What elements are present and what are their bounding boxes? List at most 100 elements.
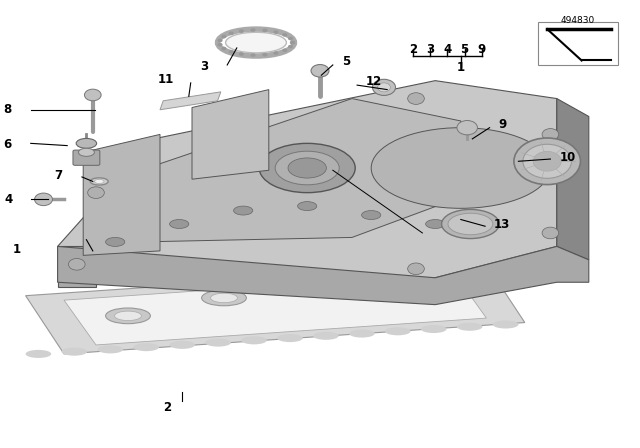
Ellipse shape xyxy=(202,290,246,306)
Circle shape xyxy=(290,41,295,44)
Ellipse shape xyxy=(97,345,123,353)
Circle shape xyxy=(514,138,580,185)
Ellipse shape xyxy=(234,206,253,215)
Ellipse shape xyxy=(277,334,303,342)
Text: 3: 3 xyxy=(200,60,208,73)
Text: 6: 6 xyxy=(3,138,12,151)
Text: 7: 7 xyxy=(54,169,63,182)
Circle shape xyxy=(533,151,561,171)
Ellipse shape xyxy=(106,308,150,323)
Polygon shape xyxy=(557,99,589,260)
Polygon shape xyxy=(141,99,461,242)
Ellipse shape xyxy=(421,325,447,333)
Ellipse shape xyxy=(448,213,493,235)
Text: 9: 9 xyxy=(478,43,486,56)
Circle shape xyxy=(523,144,572,178)
Ellipse shape xyxy=(298,202,317,211)
Circle shape xyxy=(542,129,559,140)
Circle shape xyxy=(239,29,244,33)
Ellipse shape xyxy=(211,293,237,303)
Ellipse shape xyxy=(205,339,231,347)
Text: 5: 5 xyxy=(342,55,351,69)
Text: 10: 10 xyxy=(560,151,576,164)
Circle shape xyxy=(290,41,295,44)
Circle shape xyxy=(221,35,227,39)
Polygon shape xyxy=(192,90,269,179)
Circle shape xyxy=(35,193,52,206)
Ellipse shape xyxy=(457,323,483,331)
Ellipse shape xyxy=(362,211,381,220)
Circle shape xyxy=(221,47,227,50)
Polygon shape xyxy=(26,264,525,354)
Text: 494830: 494830 xyxy=(561,16,595,25)
Text: 5: 5 xyxy=(461,43,468,56)
Ellipse shape xyxy=(288,158,326,178)
Text: 13: 13 xyxy=(494,217,510,231)
Ellipse shape xyxy=(26,350,51,358)
Text: 12: 12 xyxy=(366,75,382,88)
Polygon shape xyxy=(58,246,96,287)
Circle shape xyxy=(282,48,287,52)
Ellipse shape xyxy=(115,311,141,321)
Ellipse shape xyxy=(371,128,550,208)
Circle shape xyxy=(288,37,293,40)
Text: 9: 9 xyxy=(498,118,506,131)
Ellipse shape xyxy=(76,138,97,148)
Circle shape xyxy=(542,227,559,239)
Circle shape xyxy=(239,52,244,56)
Circle shape xyxy=(228,31,234,35)
Ellipse shape xyxy=(133,343,159,351)
Polygon shape xyxy=(160,92,221,110)
Text: 2: 2 xyxy=(163,401,172,414)
Ellipse shape xyxy=(90,178,108,185)
Ellipse shape xyxy=(241,336,267,345)
Circle shape xyxy=(250,53,255,57)
Polygon shape xyxy=(58,81,557,278)
Circle shape xyxy=(262,53,268,56)
Ellipse shape xyxy=(403,271,429,280)
Circle shape xyxy=(68,258,85,270)
Circle shape xyxy=(408,93,424,104)
Ellipse shape xyxy=(298,276,342,292)
Circle shape xyxy=(88,187,104,198)
Circle shape xyxy=(282,33,287,37)
Bar xyxy=(538,22,618,65)
Circle shape xyxy=(311,65,329,77)
Circle shape xyxy=(262,29,268,32)
Circle shape xyxy=(288,45,293,48)
Ellipse shape xyxy=(307,280,333,289)
Text: 4: 4 xyxy=(4,193,13,206)
Circle shape xyxy=(457,121,477,135)
Ellipse shape xyxy=(426,220,445,228)
Circle shape xyxy=(84,89,101,101)
Circle shape xyxy=(273,30,278,34)
Polygon shape xyxy=(83,134,160,255)
Polygon shape xyxy=(64,273,486,345)
Ellipse shape xyxy=(442,209,499,238)
Circle shape xyxy=(218,43,223,47)
Ellipse shape xyxy=(95,179,104,184)
Ellipse shape xyxy=(313,332,339,340)
Circle shape xyxy=(250,28,255,32)
Ellipse shape xyxy=(275,151,339,185)
Text: 8: 8 xyxy=(3,103,12,116)
FancyBboxPatch shape xyxy=(73,150,100,165)
Text: 3: 3 xyxy=(426,43,434,56)
Text: 2: 2 xyxy=(409,43,417,56)
Ellipse shape xyxy=(394,267,438,284)
Ellipse shape xyxy=(61,348,87,356)
Ellipse shape xyxy=(170,341,195,349)
Circle shape xyxy=(378,83,390,92)
Ellipse shape xyxy=(170,220,189,228)
Text: 4: 4 xyxy=(444,43,451,56)
Ellipse shape xyxy=(226,32,287,53)
Ellipse shape xyxy=(259,143,355,193)
Circle shape xyxy=(218,39,223,42)
Ellipse shape xyxy=(349,330,374,338)
Circle shape xyxy=(408,263,424,275)
Ellipse shape xyxy=(79,148,95,156)
Ellipse shape xyxy=(385,327,411,335)
Text: 1: 1 xyxy=(12,243,20,257)
Ellipse shape xyxy=(106,237,125,246)
Ellipse shape xyxy=(493,320,518,328)
